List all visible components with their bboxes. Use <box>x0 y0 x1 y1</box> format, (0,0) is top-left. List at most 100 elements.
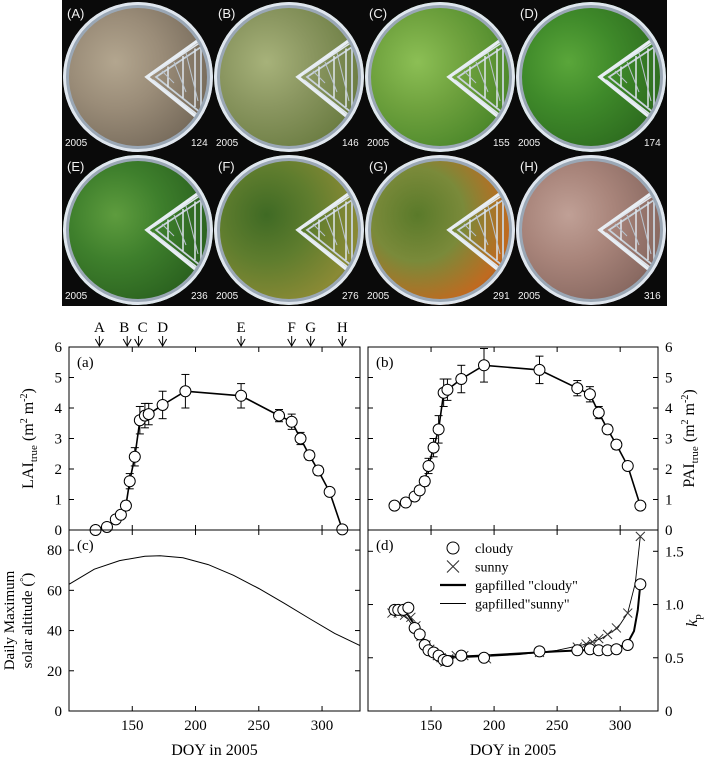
doy-marker-arrowhead <box>337 338 347 348</box>
fisheye-photo-strip: (A) 2005 124 (B) 2005 146 (C) 2005 155 (D) 2005 174… <box>62 0 667 306</box>
series-line <box>394 364 642 507</box>
y-tick-label: 0.5 <box>665 651 684 667</box>
fisheye-photo <box>365 2 515 152</box>
panel-label: (c) <box>77 538 94 554</box>
data-point <box>156 398 169 411</box>
y-axis-label: PAItrue (m2 m-2) <box>680 389 701 487</box>
y-axis-label: Daily Maximum <box>2 570 18 670</box>
y-axis-label-part: solar altitude ( <box>20 582 36 669</box>
y-axis-label: kp <box>684 614 704 627</box>
y-tick-label: 6 <box>665 340 673 356</box>
fisheye-rim <box>365 2 515 152</box>
doy-marker-label: E <box>236 320 245 336</box>
doy-marker-label: F <box>288 320 296 336</box>
plot-frame <box>68 346 361 531</box>
y-axis-label-part: -2 <box>19 393 30 401</box>
data-point <box>611 623 622 633</box>
panel-label: (b) <box>376 355 394 371</box>
x-tick-label: 300 <box>609 718 632 734</box>
photo-label: (G) <box>369 159 388 174</box>
tower-icon <box>446 28 514 132</box>
fisheye-photo <box>516 155 666 305</box>
data-point <box>455 373 468 386</box>
y-tick-label: 80 <box>47 543 62 559</box>
data-point <box>602 629 613 640</box>
y-tick-label: 3 <box>55 432 63 448</box>
data-point <box>179 385 192 398</box>
tower-icon <box>446 181 514 285</box>
photo-year: 2005 <box>65 138 88 149</box>
y-axis-label-part: 2 <box>680 419 691 424</box>
data-point <box>441 654 454 667</box>
data-point <box>635 531 646 542</box>
doy-marker-arrowhead <box>306 338 316 348</box>
x-tick-label: 200 <box>483 718 506 734</box>
y-axis-label-part: m <box>681 402 698 419</box>
fisheye-rim <box>63 155 213 305</box>
data-point <box>610 643 623 656</box>
y-axis-label-part: LAI <box>20 462 37 489</box>
doy-marker-arrowhead <box>122 338 132 348</box>
photo-doy: 276 <box>342 291 359 302</box>
photo-year: 2005 <box>65 291 88 302</box>
y-axis-label-part: k <box>684 619 701 627</box>
y-tick-label: 40 <box>47 624 62 640</box>
photo-label: (C) <box>369 6 388 21</box>
panel-label: (a) <box>77 355 94 371</box>
y-axis-label-part: true <box>689 446 701 463</box>
tower-icon <box>295 28 363 132</box>
fisheye-photo <box>63 2 213 152</box>
y-axis-label-part: ° <box>19 578 30 582</box>
doy-marker-label: B <box>119 320 129 336</box>
data-point <box>100 520 113 533</box>
y-axis-label: LAItrue (m2 m-2) <box>19 388 40 489</box>
x-tick-label: 200 <box>184 718 207 734</box>
doy-marker-label: C <box>138 320 148 336</box>
data-point <box>610 438 623 451</box>
y-axis-label-part: true <box>28 445 40 462</box>
fisheye-photo <box>214 155 364 305</box>
data-point <box>114 508 127 521</box>
x-tick-label: 150 <box>121 718 144 734</box>
data-point <box>533 363 546 376</box>
data-point <box>432 423 445 436</box>
data-point <box>128 450 141 463</box>
photo-year: 2005 <box>518 138 541 149</box>
x-axis-label: DOY in 2005 <box>171 742 258 759</box>
data-point <box>621 459 634 472</box>
doy-marker-arrowhead <box>236 338 246 348</box>
y-axis-label-part: m <box>20 401 37 418</box>
y-axis-label-part: (m <box>681 424 698 446</box>
data-point <box>478 651 490 664</box>
doy-marker-label: D <box>157 320 168 336</box>
x-tick-label: 150 <box>420 718 443 734</box>
data-point <box>418 475 431 488</box>
y-tick-label: 1.0 <box>665 598 684 614</box>
y-tick-label: 6 <box>55 340 63 356</box>
photo-doy: 291 <box>493 291 510 302</box>
data-point <box>413 484 426 497</box>
data-point <box>399 496 412 509</box>
y-tick-label: 0 <box>55 704 63 720</box>
y-tick-label: 4 <box>55 401 63 417</box>
y-tick-label: 20 <box>47 664 62 680</box>
data-point <box>303 449 316 462</box>
y-axis-label: solar altitude (°) <box>19 573 36 669</box>
data-point <box>533 645 546 658</box>
photo-year: 2005 <box>216 291 239 302</box>
y-tick-label: 0 <box>665 704 673 720</box>
panel-d-kp: 150 200 250 300 0 0.5 1.0 1.5 (d) cloudy sunny gapf… <box>367 529 704 759</box>
x-tick-label: 250 <box>546 718 569 734</box>
data-point <box>455 649 468 662</box>
legend: cloudy sunny gapfilled "cloudy" gapfilled"s… <box>440 541 578 613</box>
photo-year: 2005 <box>367 291 390 302</box>
fisheye-photo <box>516 2 666 152</box>
photo-label: (E) <box>67 159 85 174</box>
doy-marker-arrowhead <box>287 338 297 348</box>
y-axis-label-part: p <box>692 614 704 620</box>
photo-doy: 236 <box>191 291 208 302</box>
